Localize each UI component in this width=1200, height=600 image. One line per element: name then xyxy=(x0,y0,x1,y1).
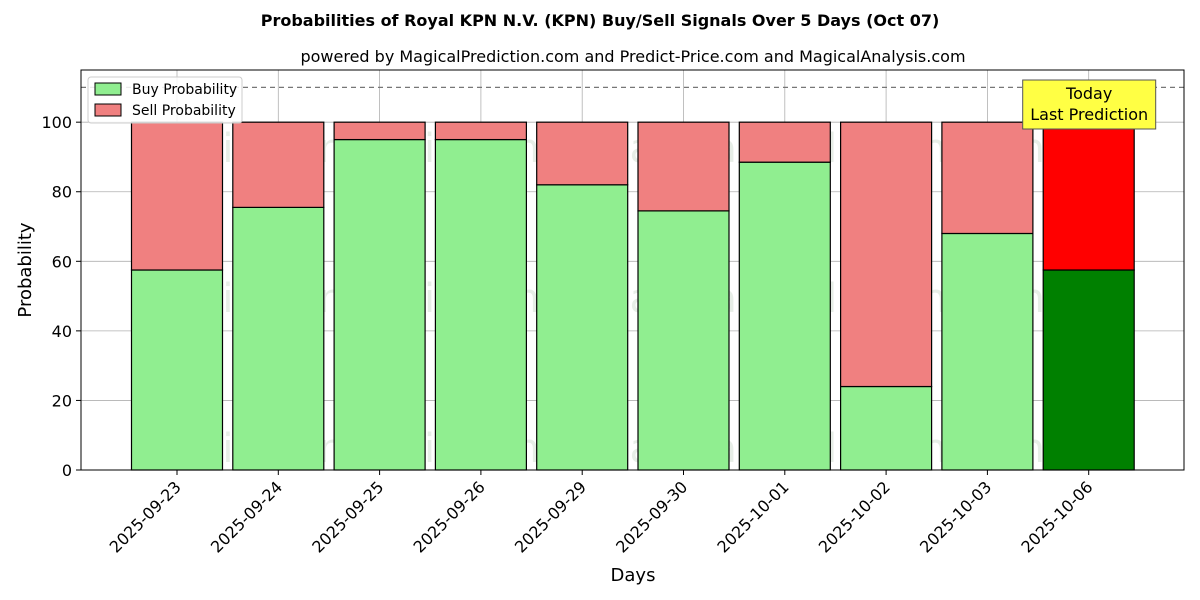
x-axis-label: Days xyxy=(611,565,656,586)
buy-bar xyxy=(839,385,933,471)
legend-swatch xyxy=(94,82,122,96)
legend-label: Buy Probability xyxy=(132,82,237,98)
buy-bar xyxy=(738,161,831,471)
x-tick-label: 2025-09-30 xyxy=(612,477,691,556)
sell-bar xyxy=(232,121,325,208)
x-tick-label: 2025-09-29 xyxy=(511,477,590,556)
chart-title: Probabilities of Royal KPN N.V. (KPN) Bu… xyxy=(261,11,940,30)
x-tick-label: 2025-09-23 xyxy=(106,477,185,556)
annotation-box xyxy=(1022,79,1157,130)
annotation: Today Last Prediction xyxy=(1022,79,1157,130)
sell-bar xyxy=(941,121,1034,235)
sell-bar xyxy=(637,121,730,212)
sell-bar xyxy=(536,121,629,186)
buy-bar xyxy=(333,138,426,471)
sell-bar xyxy=(130,121,224,271)
y-axis-label: Probability xyxy=(15,222,36,317)
x-tick-label: 2025-10-03 xyxy=(916,477,995,556)
y-tick-label: 40 xyxy=(52,322,72,341)
x-tick-label: 2025-10-02 xyxy=(815,477,894,556)
x-tick-label: 2025-10-06 xyxy=(1017,477,1096,556)
buy-bar xyxy=(536,184,629,471)
bar-layer xyxy=(130,121,1135,471)
legend: Buy Probability Sell Probability xyxy=(87,76,243,124)
sell-bar xyxy=(738,121,831,163)
sell-bar xyxy=(434,121,527,141)
annotation-text: Last Prediction xyxy=(1030,105,1148,124)
y-tick-label: 60 xyxy=(52,252,72,271)
y-tick-label: 100 xyxy=(41,113,72,132)
sell-bar xyxy=(333,121,426,141)
sell-bar xyxy=(1042,121,1135,271)
y-tick-label: 0 xyxy=(62,461,72,480)
buy-bar xyxy=(130,269,224,471)
plot-frame xyxy=(80,69,1185,471)
x-tick-label: 2025-09-25 xyxy=(308,477,387,556)
buy-bar xyxy=(434,138,527,471)
buy-bar xyxy=(941,232,1034,471)
buy-bar xyxy=(1042,269,1135,471)
legend-box xyxy=(87,76,243,124)
legend-label: Sell Probability xyxy=(132,103,236,119)
x-tick-label: 2025-09-24 xyxy=(207,477,286,556)
buy-bar xyxy=(637,210,730,471)
sell-bar xyxy=(839,121,933,388)
legend-swatch xyxy=(94,103,122,117)
chart-subtitle: powered by MagicalPrediction.com and Pre… xyxy=(300,47,965,66)
y-axis: 0 20 40 60 80 100 xyxy=(41,113,81,480)
x-axis: 2025-09-23 2025-09-24 2025-09-25 2025-09-26… xyxy=(106,470,1097,557)
x-tick-label: 2025-09-26 xyxy=(410,477,489,556)
y-tick-label: 20 xyxy=(52,391,72,410)
annotation-text: Today xyxy=(1065,84,1112,103)
y-tick-label: 80 xyxy=(52,183,72,202)
buy-bar xyxy=(232,206,325,471)
x-tick-label: 2025-10-01 xyxy=(713,477,792,556)
